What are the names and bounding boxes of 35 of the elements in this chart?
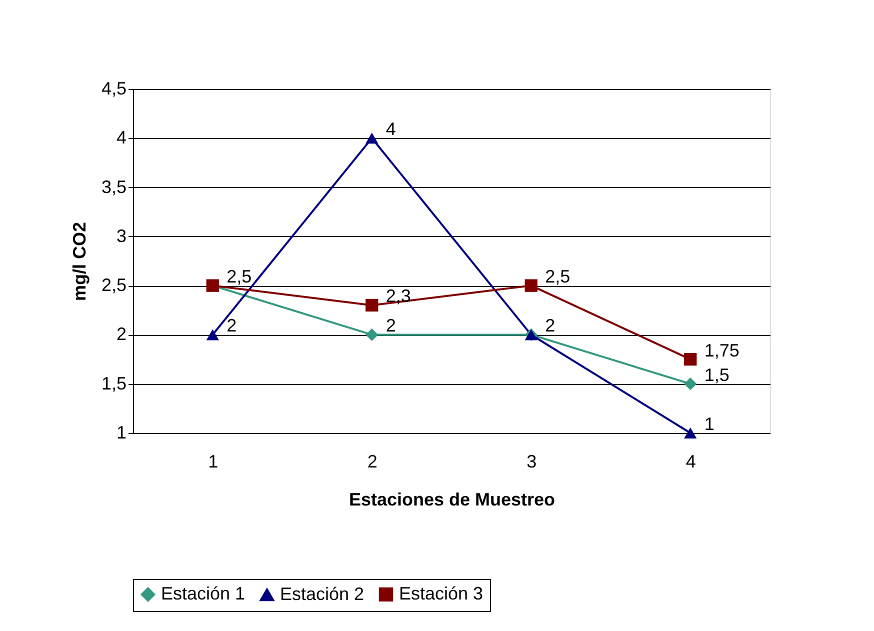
point xyxy=(366,328,378,342)
point xyxy=(524,279,538,292)
data-label: 2,3 xyxy=(386,286,411,306)
data-label: 2 xyxy=(545,316,556,336)
y-axis-title: mg/l CO2 xyxy=(69,222,90,302)
y-tick-label: 3 xyxy=(116,226,126,246)
y-tick-label: 2,5 xyxy=(101,275,126,296)
data-label: 2 xyxy=(226,316,237,336)
legend-label: Estación 2 xyxy=(280,584,364,604)
legend-label: Estación 3 xyxy=(399,583,484,604)
point xyxy=(366,298,378,312)
point xyxy=(684,352,697,366)
x-tick-label: 3 xyxy=(526,452,537,472)
y-tick-label: 4,5 xyxy=(101,78,126,98)
y-tick-label: 4 xyxy=(116,128,126,148)
data-label: 2,5 xyxy=(545,266,570,287)
y-tick-label: 1 xyxy=(116,422,126,442)
point xyxy=(206,329,219,340)
data-label: 4 xyxy=(386,119,396,140)
x-tick-label: 1 xyxy=(208,452,218,472)
x-tick-label: 4 xyxy=(686,452,696,472)
point xyxy=(684,378,697,390)
y-tick-label: 2 xyxy=(116,324,126,344)
x-axis-title: Estaciones de Muestreo xyxy=(348,490,556,510)
data-label: 1,75 xyxy=(704,340,740,360)
data-label: 1,5 xyxy=(704,364,730,385)
data-label: 2 xyxy=(386,316,396,336)
x-tick-label: 2 xyxy=(367,452,378,472)
point xyxy=(366,132,378,144)
data-label: 2,5 xyxy=(226,266,252,287)
point xyxy=(684,428,697,438)
y-tick-label: 1,5 xyxy=(101,373,126,394)
legend-label: Estación 1 xyxy=(161,583,246,604)
y-tick-label: 3,5 xyxy=(101,176,126,197)
data-label: 1 xyxy=(704,414,714,434)
